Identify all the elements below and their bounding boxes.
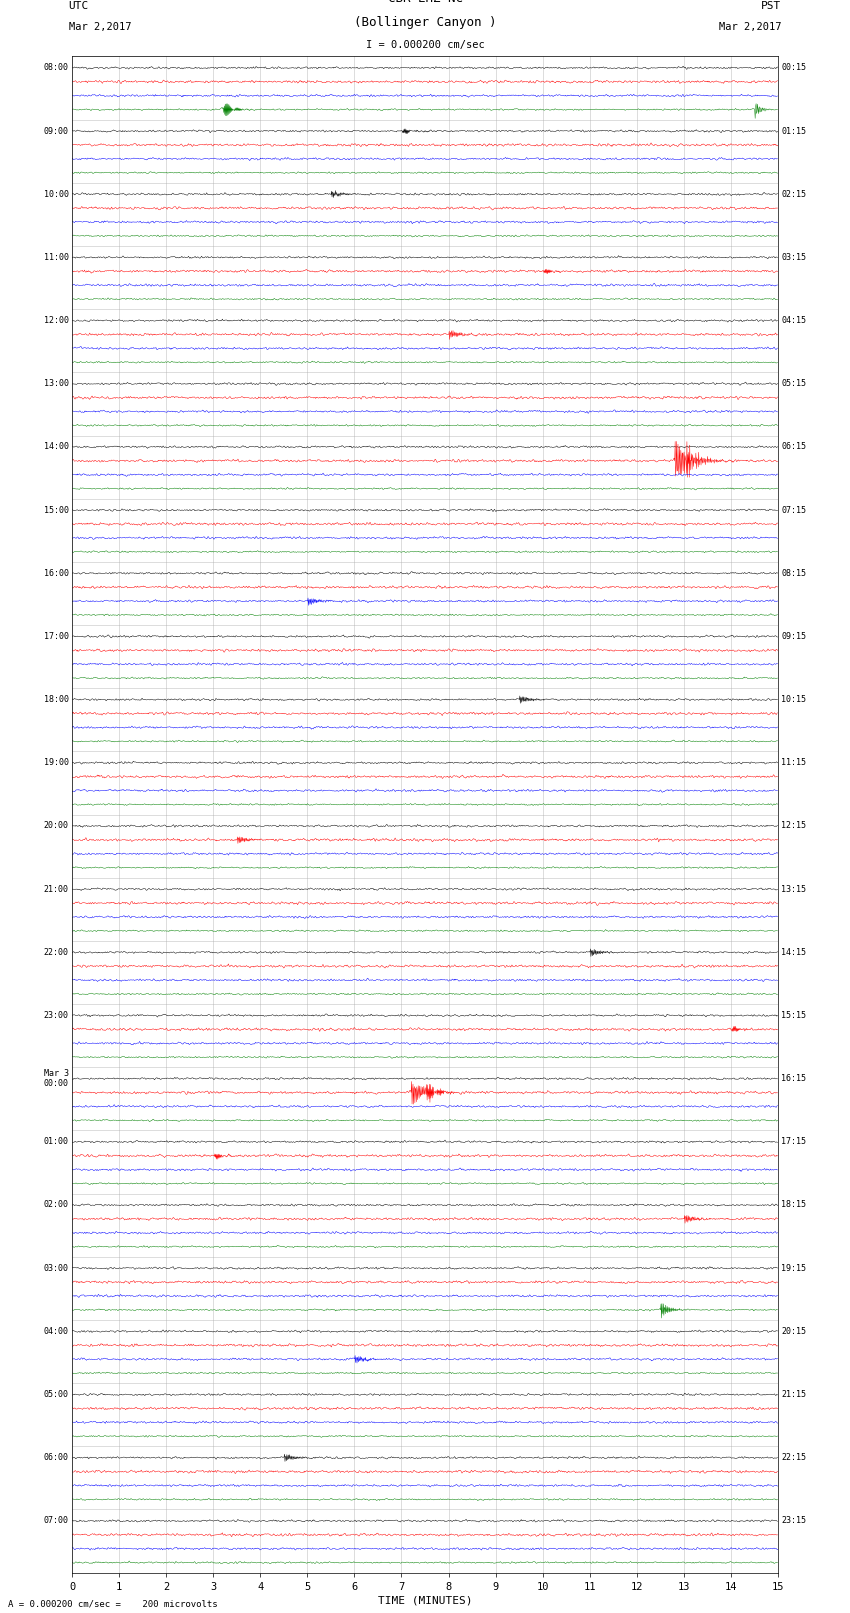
Text: 03:15: 03:15 bbox=[781, 253, 807, 261]
Text: Mar 2,2017: Mar 2,2017 bbox=[69, 23, 131, 32]
Text: 10:15: 10:15 bbox=[781, 695, 807, 705]
Text: 20:15: 20:15 bbox=[781, 1327, 807, 1336]
Text: PST: PST bbox=[761, 2, 781, 11]
X-axis label: TIME (MINUTES): TIME (MINUTES) bbox=[377, 1595, 473, 1607]
Text: 14:15: 14:15 bbox=[781, 948, 807, 957]
Text: 05:15: 05:15 bbox=[781, 379, 807, 389]
Text: Mar 2,2017: Mar 2,2017 bbox=[719, 23, 781, 32]
Text: CBR EHZ NC: CBR EHZ NC bbox=[388, 0, 462, 5]
Text: 15:15: 15:15 bbox=[781, 1011, 807, 1019]
Text: 20:00: 20:00 bbox=[43, 821, 69, 831]
Text: Mar 3
00:00: Mar 3 00:00 bbox=[43, 1069, 69, 1089]
Text: 00:15: 00:15 bbox=[781, 63, 807, 73]
Text: 09:00: 09:00 bbox=[43, 126, 69, 135]
Text: 18:00: 18:00 bbox=[43, 695, 69, 705]
Text: 09:15: 09:15 bbox=[781, 632, 807, 640]
Text: 17:00: 17:00 bbox=[43, 632, 69, 640]
Text: 06:15: 06:15 bbox=[781, 442, 807, 452]
Text: 22:00: 22:00 bbox=[43, 948, 69, 957]
Text: 02:00: 02:00 bbox=[43, 1200, 69, 1210]
Text: A = 0.000200 cm/sec =    200 microvolts: A = 0.000200 cm/sec = 200 microvolts bbox=[8, 1598, 218, 1608]
Text: 07:15: 07:15 bbox=[781, 505, 807, 515]
Text: 23:00: 23:00 bbox=[43, 1011, 69, 1019]
Text: 18:15: 18:15 bbox=[781, 1200, 807, 1210]
Text: 12:15: 12:15 bbox=[781, 821, 807, 831]
Text: 22:15: 22:15 bbox=[781, 1453, 807, 1463]
Text: (Bollinger Canyon ): (Bollinger Canyon ) bbox=[354, 16, 496, 29]
Text: 10:00: 10:00 bbox=[43, 190, 69, 198]
Text: 19:15: 19:15 bbox=[781, 1263, 807, 1273]
Text: 19:00: 19:00 bbox=[43, 758, 69, 768]
Text: 13:00: 13:00 bbox=[43, 379, 69, 389]
Text: 02:15: 02:15 bbox=[781, 190, 807, 198]
Text: 15:00: 15:00 bbox=[43, 505, 69, 515]
Text: 17:15: 17:15 bbox=[781, 1137, 807, 1147]
Text: I = 0.000200 cm/sec: I = 0.000200 cm/sec bbox=[366, 40, 484, 50]
Text: 12:00: 12:00 bbox=[43, 316, 69, 326]
Text: 04:15: 04:15 bbox=[781, 316, 807, 326]
Text: 11:15: 11:15 bbox=[781, 758, 807, 768]
Text: UTC: UTC bbox=[69, 2, 89, 11]
Text: 01:00: 01:00 bbox=[43, 1137, 69, 1147]
Text: 04:00: 04:00 bbox=[43, 1327, 69, 1336]
Text: 01:15: 01:15 bbox=[781, 126, 807, 135]
Text: 14:00: 14:00 bbox=[43, 442, 69, 452]
Text: 21:15: 21:15 bbox=[781, 1390, 807, 1398]
Text: 23:15: 23:15 bbox=[781, 1516, 807, 1526]
Text: 13:15: 13:15 bbox=[781, 884, 807, 894]
Text: 06:00: 06:00 bbox=[43, 1453, 69, 1463]
Text: 16:00: 16:00 bbox=[43, 569, 69, 577]
Text: 16:15: 16:15 bbox=[781, 1074, 807, 1084]
Text: 08:00: 08:00 bbox=[43, 63, 69, 73]
Text: 08:15: 08:15 bbox=[781, 569, 807, 577]
Text: 03:00: 03:00 bbox=[43, 1263, 69, 1273]
Text: 11:00: 11:00 bbox=[43, 253, 69, 261]
Text: 21:00: 21:00 bbox=[43, 884, 69, 894]
Text: 05:00: 05:00 bbox=[43, 1390, 69, 1398]
Text: 07:00: 07:00 bbox=[43, 1516, 69, 1526]
